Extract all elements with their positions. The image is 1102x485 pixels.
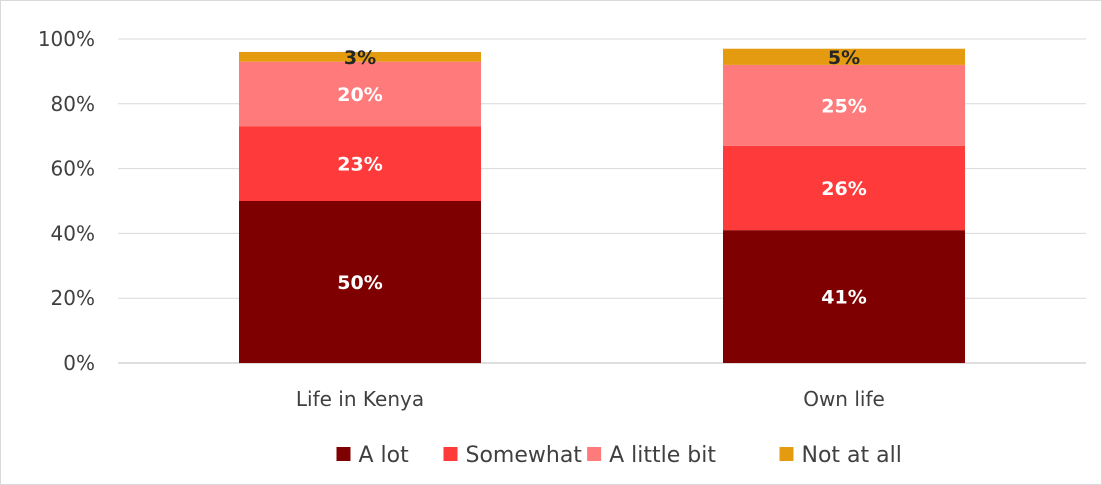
bar-segment <box>723 48 965 65</box>
bar-segment <box>239 201 481 363</box>
legend-label: Somewhat <box>466 443 583 468</box>
legend-label: A little bit <box>609 443 716 468</box>
data-label: 41% <box>821 287 866 309</box>
bar-segment <box>723 64 965 146</box>
data-label: 26% <box>821 178 866 200</box>
y-tick-label: 80% <box>51 92 95 116</box>
legend-swatch <box>336 447 351 461</box>
legend-swatch <box>443 447 458 461</box>
y-tick-label: 40% <box>51 221 95 245</box>
bar-segment <box>723 145 965 231</box>
data-label: 20% <box>337 84 382 106</box>
y-tick-label: 100% <box>38 27 95 51</box>
y-tick-label: 20% <box>51 286 95 310</box>
bar-segment <box>723 230 965 363</box>
data-label: 23% <box>337 154 382 176</box>
bar-segment <box>239 51 481 62</box>
y-tick-label: 0% <box>63 351 95 375</box>
y-tick-label: 60% <box>51 157 95 181</box>
legend-swatch <box>587 447 602 461</box>
data-label: 3% <box>344 47 376 69</box>
legend-swatch <box>779 447 794 461</box>
x-category-label: Life in Kenya <box>296 387 424 411</box>
x-category-label: Own life <box>803 387 885 411</box>
legend-label: Not at all <box>802 443 902 468</box>
data-label: 5% <box>828 47 860 69</box>
data-label: 50% <box>337 272 382 294</box>
bar-segment <box>239 126 481 201</box>
data-label: 25% <box>821 95 866 117</box>
legend-label: A lot <box>359 443 410 468</box>
bar-segment <box>239 61 481 127</box>
